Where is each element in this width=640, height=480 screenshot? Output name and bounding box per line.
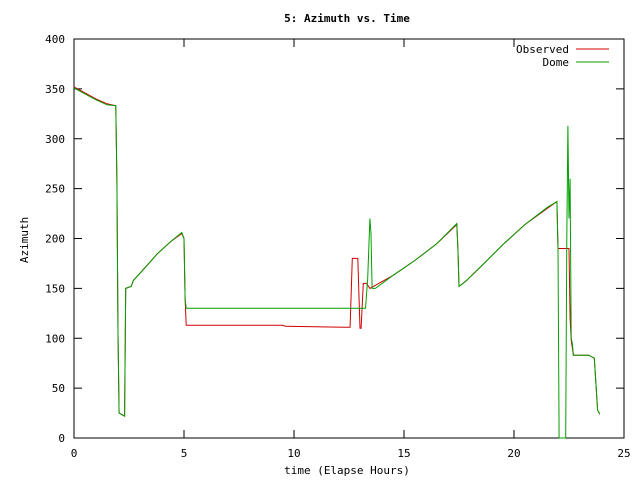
y-tick-label: 400 xyxy=(45,33,65,46)
y-tick-label: 100 xyxy=(45,332,65,345)
x-axis-label: time (Elapse Hours) xyxy=(284,464,410,477)
y-tick-label: 350 xyxy=(45,83,65,96)
legend-label-dome: Dome xyxy=(543,56,570,69)
x-tick-label: 25 xyxy=(617,447,630,460)
legend-label-observed: Observed xyxy=(516,43,569,56)
chart-title: 5: Azimuth vs. Time xyxy=(284,12,410,25)
x-tick-label: 20 xyxy=(507,447,520,460)
series-line-dome xyxy=(73,87,601,439)
y-axis-label: Azimuth xyxy=(18,217,31,263)
series-layer xyxy=(73,86,601,439)
x-tick-label: 15 xyxy=(397,447,410,460)
y-tick-label: 150 xyxy=(45,282,65,295)
y-axis-ticks: 0 50 100 150 200 250 300 350 400 xyxy=(45,33,624,445)
y-tick-label: 0 xyxy=(58,432,65,445)
plot-frame xyxy=(73,38,625,439)
y-tick-label: 200 xyxy=(45,233,65,246)
series-line-observed xyxy=(73,86,601,417)
x-axis-ticks: 0 5 10 15 20 25 xyxy=(71,39,631,460)
x-tick-label: 5 xyxy=(181,447,188,460)
y-tick-label: 50 xyxy=(52,382,65,395)
y-tick-label: 300 xyxy=(45,133,65,146)
x-tick-label: 0 xyxy=(71,447,78,460)
y-tick-label: 250 xyxy=(45,183,65,196)
x-tick-label: 10 xyxy=(287,447,300,460)
